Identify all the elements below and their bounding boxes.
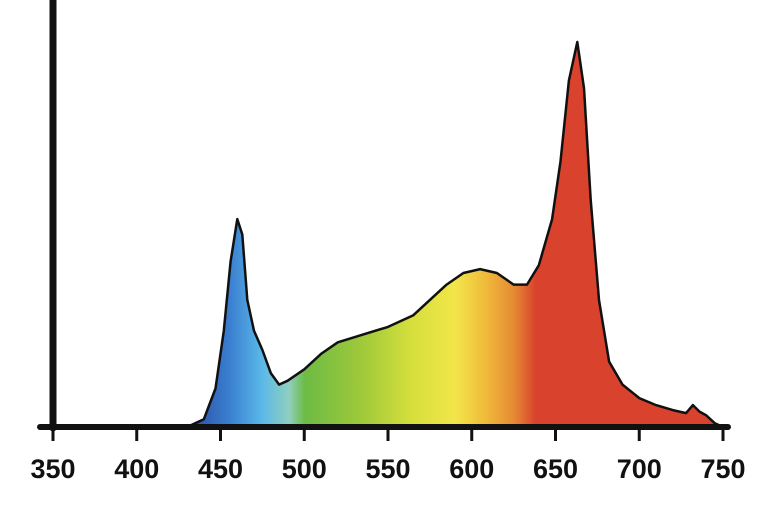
x-tick-label: 750 [700,454,745,484]
spectrum-line [186,40,724,429]
spectrum-area [187,42,723,427]
plot: 350 400 450 500 550 600 650 700 750 [30,40,746,484]
x-tick-label: 600 [449,454,494,484]
x-tick-label: 500 [282,454,327,484]
x-tick-label: 350 [30,454,75,484]
x-tick-label: 550 [365,454,410,484]
x-tick-label: 400 [114,454,159,484]
x-tick-label: 650 [533,454,578,484]
x-tick-label: 700 [617,454,662,484]
x-tick-label: 450 [198,454,243,484]
